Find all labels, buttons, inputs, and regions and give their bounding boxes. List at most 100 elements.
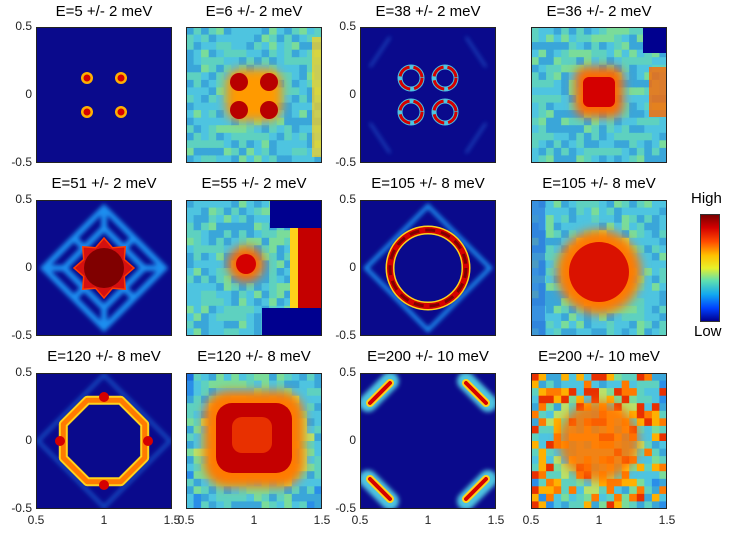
intensity-cell [284,64,293,73]
intensity-cell [561,155,570,163]
intensity-cell [644,95,653,104]
intensity-cell [606,313,615,322]
intensity-cell [238,501,248,509]
intensity-cell [531,441,540,450]
intensity-cell [284,290,293,299]
intensity-cell [531,110,540,119]
intensity-cell [644,117,653,126]
intensity-cell [216,252,225,262]
intensity-cell [546,125,555,134]
intensity-cell [276,147,285,157]
intensity-cell [636,313,645,322]
intensity-cell [531,501,540,509]
intensity-cell [284,140,293,149]
intensity-cell [629,72,638,81]
axes-frame [360,27,496,163]
intensity-cell [246,373,255,382]
intensity-cell [659,478,667,487]
intensity-cell [284,49,293,58]
intensity-cell [629,42,638,51]
octagon-hotspot [99,480,109,490]
intensity-cell [651,395,661,404]
intensity-cell [568,320,577,330]
y-tick-label: 0 [349,260,356,274]
intensity-cell [201,79,210,89]
intensity-cell [186,245,195,254]
intensity-cell [546,478,555,487]
intensity-cell [651,478,661,487]
intensity-cell [659,388,667,397]
intensity-cell [269,380,278,389]
intensity-cell [546,245,555,254]
intensity-cell [284,155,293,163]
intensity-cell [531,456,540,465]
intensity-cell [193,207,202,216]
intensity-cell [186,433,195,442]
intensity-cell [546,49,555,58]
intensity-cell [531,132,540,141]
intensity-cell [291,486,300,495]
intensity-cell [208,222,217,231]
intensity-cell [201,478,210,487]
intensity-cell [208,320,217,330]
intensity-cell [201,215,210,224]
intensity-cell [186,290,195,299]
intensity-cell [651,57,661,66]
intensity-cell [193,478,202,487]
intensity-cell [306,49,316,58]
intensity-cell [314,493,322,503]
intensity-cell [246,298,255,307]
intensity-cell [651,268,661,277]
intensity-cell [561,34,570,43]
intensity-cell [644,305,653,314]
intensity-cell [208,57,217,66]
intensity-cell [216,72,225,81]
intensity-cell [291,380,300,389]
intensity-cell [246,230,255,239]
intensity-cell [291,155,300,163]
intensity-cell [538,493,547,503]
intensity-cell [208,102,217,111]
panel-title: E=200 +/- 10 meV [538,348,660,365]
intensity-cell [644,395,653,404]
intensity-cell [621,486,630,495]
intensity-cell [576,200,585,209]
intensity-cell [659,328,667,336]
intensity-cell [644,215,653,224]
intensity-cell [216,380,225,389]
intensity-cell [576,486,585,495]
intensity-cell [629,27,638,36]
intensity-cell [291,501,300,509]
intensity-cell [201,493,210,503]
intensity-cell [546,448,555,457]
intensity-cell [299,395,308,404]
intensity-cell [186,388,195,397]
intensity-cell [306,493,316,503]
intensity-cell [651,388,661,397]
intensity-cell [553,230,562,239]
intensity-cell [636,433,645,442]
intensity-cell [568,87,577,96]
corner-arc [368,477,392,501]
intensity-cell [546,373,555,382]
intensity-cell [276,42,285,51]
intensity-cell [208,215,217,224]
intensity-cell [583,380,593,389]
intensity-cell [269,486,278,495]
intensity-cell [591,222,600,231]
edge-band [312,37,322,157]
intensity-cell [186,268,195,277]
intensity-cell [531,125,540,134]
intensity-cell [201,95,210,104]
intensity-cell [606,478,615,487]
intensity-cell [254,245,263,254]
intensity-cell [553,57,562,66]
intensity-cell [636,57,645,66]
intensity-cell [186,200,195,209]
intensity-cell [576,395,585,404]
intensity-cell [644,102,653,111]
intensity-cell [591,388,600,397]
intensity-cell [629,207,638,216]
intensity-cell [231,245,240,254]
intensity-cell [208,34,217,43]
